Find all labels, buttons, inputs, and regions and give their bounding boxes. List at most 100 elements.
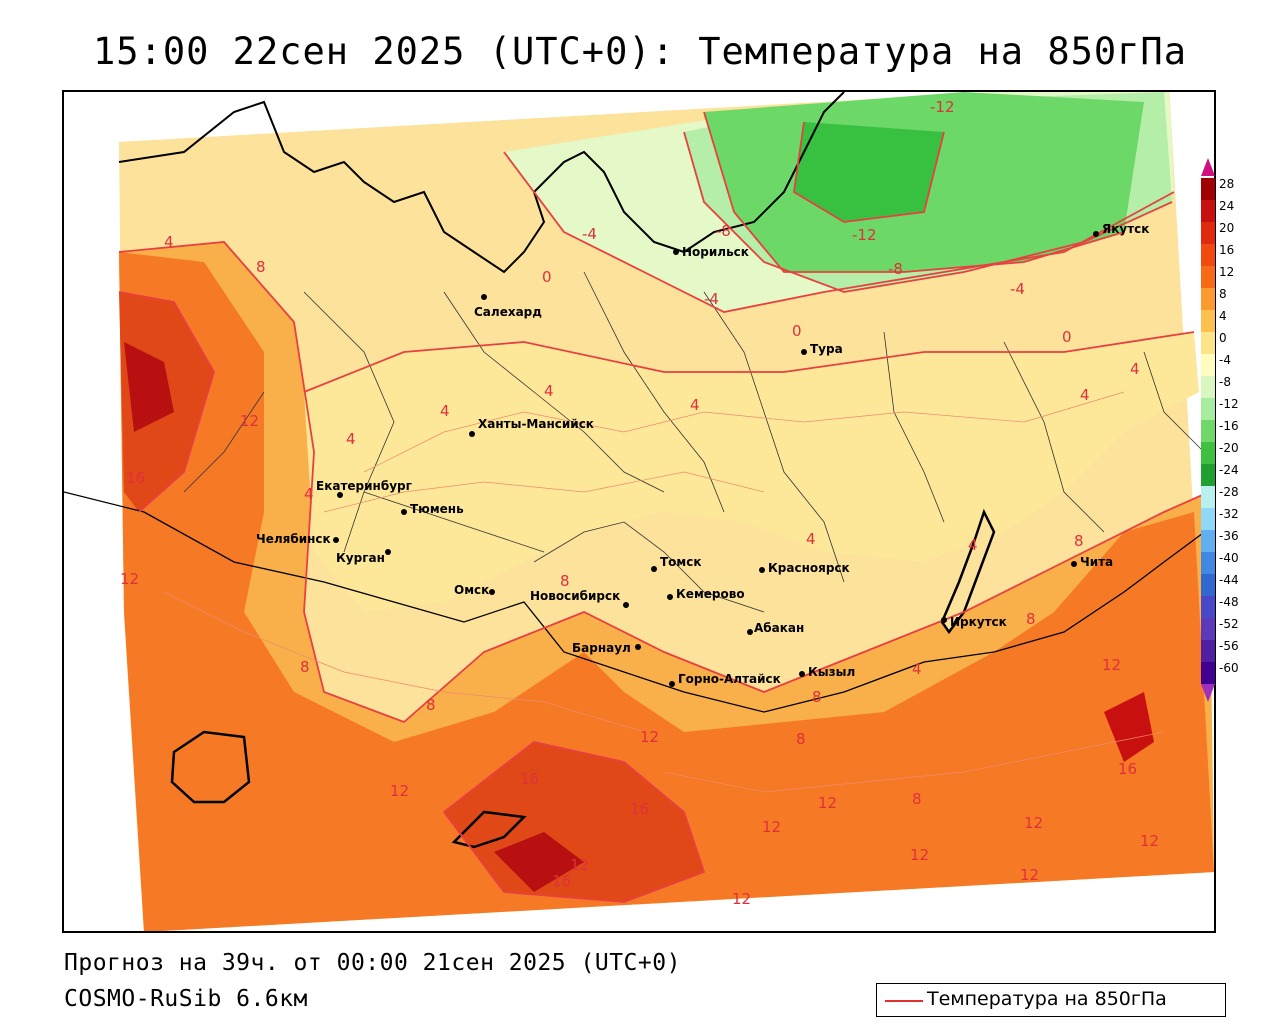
city-omsk[interactable]: Омск (454, 583, 495, 597)
lake-baikal (940, 508, 996, 635)
forecast-info: Прогноз на 39ч. от 00:00 21сен 2025 (UTC… (64, 950, 681, 976)
temperature-colorbar: 28 24 20 16 12 8 4 0 -4 -8 -12 -16 -20 -24 -28 -32 -36 -4… (1201, 158, 1271, 702)
svg-text:16: 16 (630, 800, 649, 818)
colorbar-tick-label: 20 (1219, 221, 1235, 235)
map-title: 15:00 22сен 2025 (UTC+0): Температура на… (93, 30, 1187, 73)
city-salekhard[interactable]: Салехард (474, 294, 542, 319)
svg-text:-8: -8 (716, 222, 731, 240)
city-gorno-altaysk[interactable]: Горно-Алтайск (669, 672, 781, 687)
svg-text:12: 12 (1024, 814, 1043, 832)
city-chita[interactable]: Чита (1071, 555, 1113, 569)
map-canvas: Салехард Норильск Якутск Тура Ханты-Манс… (64, 92, 1214, 931)
svg-text:4: 4 (1130, 360, 1140, 378)
svg-text:4: 4 (440, 402, 450, 420)
svg-text:16: 16 (552, 872, 571, 890)
colorbar-segment (1201, 574, 1215, 596)
lake-southwest (170, 730, 251, 804)
svg-text:8: 8 (560, 572, 570, 590)
colorbar-segment (1201, 596, 1215, 618)
warm-zone-20-south (494, 832, 584, 892)
colorbar-segment (1201, 200, 1215, 222)
svg-text:Иркутск: Иркутск (950, 615, 1007, 629)
svg-text:8: 8 (812, 688, 822, 706)
svg-text:12: 12 (570, 856, 589, 874)
city-tyumen[interactable]: Тюмень (401, 502, 464, 516)
city-chelyabinsk[interactable]: Челябинск (256, 532, 339, 546)
svg-text:4: 4 (544, 382, 554, 400)
city-kemerovo[interactable]: Кемерово (667, 587, 745, 601)
svg-text:-8: -8 (888, 260, 903, 278)
colorbar-tick-label: -12 (1219, 397, 1239, 411)
colorbar-tick-label: 8 (1219, 287, 1227, 301)
city-yekaterinburg[interactable]: Екатеринбург (316, 479, 412, 498)
city-krasnoyarsk[interactable]: Красноярск (759, 561, 850, 575)
colorbar-segment (1201, 442, 1215, 464)
cool-zone-minus12 (794, 122, 944, 222)
svg-text:12: 12 (240, 412, 259, 430)
city-norilsk[interactable]: Норильск (673, 245, 749, 259)
svg-text:Якутск: Якутск (1102, 222, 1149, 236)
svg-text:0: 0 (792, 322, 802, 340)
legend-line-sample (885, 1000, 923, 1002)
city-kurgan[interactable]: Курган (336, 549, 391, 565)
colorbar-segment (1201, 288, 1215, 310)
city-novosibirsk[interactable]: Новосибирск (530, 589, 629, 608)
svg-text:-12: -12 (852, 226, 877, 244)
city-barnaul[interactable]: Барнаул (572, 641, 641, 655)
svg-text:4: 4 (806, 530, 816, 548)
colorbar-segment (1201, 244, 1215, 266)
warm-zone-20-west (124, 342, 174, 432)
city-kyzyl[interactable]: Кызыл (799, 665, 855, 679)
svg-text:4: 4 (1080, 386, 1090, 404)
city-tura[interactable]: Тура (801, 342, 843, 356)
svg-text:Салехард: Салехард (474, 305, 542, 319)
svg-text:Абакан: Абакан (754, 621, 804, 635)
colorbar-tick-label: 4 (1219, 309, 1227, 323)
colorbar-tick-label: 28 (1219, 177, 1235, 191)
svg-text:8: 8 (912, 790, 922, 808)
colorbar-segment (1201, 464, 1215, 486)
model-name: COSMO-RuSib 6.6км (64, 986, 308, 1012)
svg-text:Барнаул: Барнаул (572, 641, 631, 655)
svg-text:4: 4 (164, 233, 174, 251)
colorbar-segment (1201, 266, 1215, 288)
svg-text:Омск: Омск (454, 583, 489, 597)
svg-text:16: 16 (1118, 760, 1137, 778)
city-khanty-mansiysk[interactable]: Ханты-Мансийск (469, 417, 594, 437)
svg-text:0: 0 (542, 268, 552, 286)
map-legend: Температура на 850гПа (876, 983, 1226, 1017)
svg-text:8: 8 (1026, 610, 1036, 628)
svg-text:Екатеринбург: Екатеринбург (316, 479, 412, 493)
colorbar-tick-label: -60 (1219, 661, 1239, 675)
colorbar-bottom-arrow (1201, 684, 1215, 702)
colorbar-tick-label: -56 (1219, 639, 1239, 653)
svg-text:12: 12 (120, 570, 139, 588)
isotherm-minor-lines (163, 391, 1165, 793)
colorbar-segment (1201, 332, 1215, 354)
legend-label: Температура на 850гПа (927, 988, 1167, 1010)
colorbar-tick-label: -36 (1219, 529, 1239, 543)
warm-zone-12 (119, 252, 1214, 931)
city-irkutsk[interactable]: Иркутск (941, 615, 1007, 629)
svg-text:-12: -12 (930, 98, 955, 116)
colorbar-segment (1201, 640, 1215, 662)
colorbar-tick-label: -28 (1219, 485, 1239, 499)
svg-text:Красноярск: Красноярск (768, 561, 850, 575)
warm-zone-16-east (1104, 692, 1154, 762)
svg-text:Горно-Алтайск: Горно-Алтайск (678, 672, 781, 686)
svg-text:Курган: Курган (336, 551, 385, 565)
city-abakan[interactable]: Абакан (747, 621, 804, 635)
colorbar-segment (1201, 508, 1215, 530)
svg-text:16: 16 (126, 469, 145, 487)
svg-text:4: 4 (346, 430, 356, 448)
colorbar-segment (1201, 486, 1215, 508)
city-tomsk[interactable]: Томск (651, 555, 702, 572)
temperature-map[interactable]: Салехард Норильск Якутск Тура Ханты-Манс… (62, 90, 1216, 933)
colorbar-tick-label: -40 (1219, 551, 1239, 565)
svg-text:4: 4 (690, 396, 700, 414)
colorbar-tick-label: -52 (1219, 617, 1239, 631)
svg-text:12: 12 (1020, 866, 1039, 884)
colorbar-segment (1201, 310, 1215, 332)
city-yakutsk[interactable]: Якутск (1093, 222, 1149, 237)
svg-text:8: 8 (300, 658, 310, 676)
